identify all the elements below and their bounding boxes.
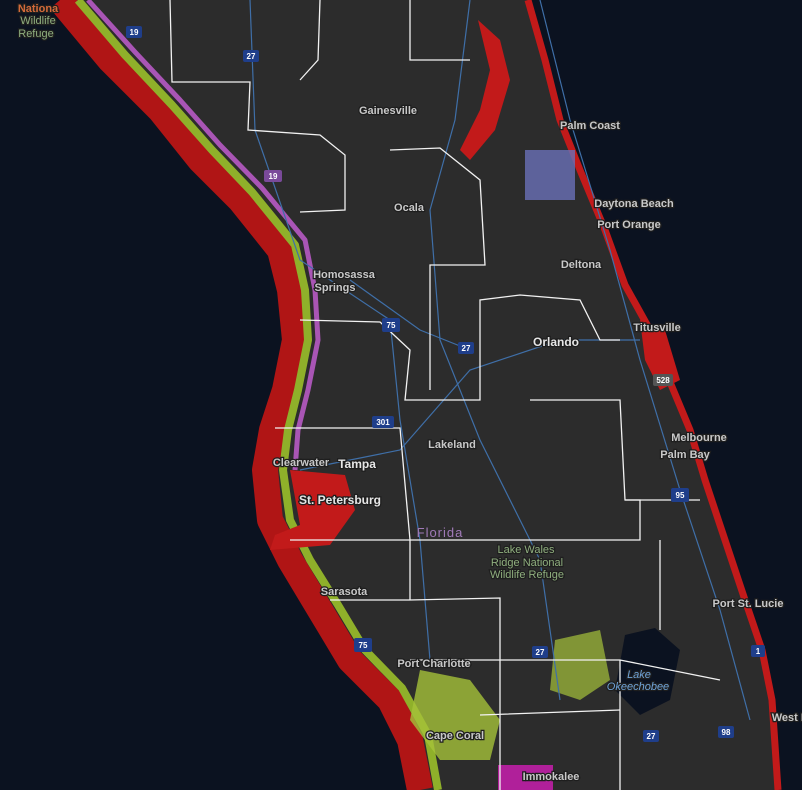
place-label: Daytona Beach <box>594 198 674 210</box>
shield: 27 <box>532 646 548 658</box>
state-label: Florida <box>417 525 464 540</box>
shield: 98 <box>718 726 734 738</box>
place-label: Titusville <box>633 322 680 334</box>
shield: 301 <box>372 416 394 428</box>
county-line <box>275 399 641 541</box>
road <box>299 339 640 471</box>
place-label: Port Orange <box>597 219 661 231</box>
place-label: Tampa <box>338 457 376 471</box>
highway-label: 95 <box>676 491 685 500</box>
county-lines <box>169 0 721 790</box>
flood-band-green <box>74 0 442 790</box>
water-label: Okeechobee <box>607 681 669 693</box>
water-label: Lake <box>627 669 651 681</box>
place-label: Homosassa <box>313 269 376 281</box>
shield: 95 <box>671 488 689 502</box>
shield: 75 <box>382 318 400 332</box>
highway-label: 19 <box>269 172 278 181</box>
highway-label: 19 <box>130 28 139 37</box>
highway-label: 528 <box>656 376 670 385</box>
road <box>429 0 561 701</box>
highway-label: 98 <box>722 728 731 737</box>
place-label: Immokalee <box>523 771 580 783</box>
road <box>539 0 751 721</box>
highway-label: 301 <box>376 418 390 427</box>
place-label: Wildlife <box>20 15 55 27</box>
place-label: Port Charlotte <box>397 658 470 670</box>
highway-shields: 19 27 19 75 27 301 95 75 27 27 98 528 1 <box>126 26 765 742</box>
flood-band-red <box>50 0 433 790</box>
titusville-flood <box>640 320 680 390</box>
place-label: Cape Coral <box>426 730 484 742</box>
shield: 528 <box>653 374 673 386</box>
county-line <box>169 0 346 213</box>
shield: 1 <box>751 645 765 657</box>
place-label: Orlando <box>533 335 579 349</box>
place-label: Wildlife Refuge <box>490 569 564 581</box>
place-label: West P <box>772 712 802 724</box>
place-label: Sarasota <box>321 586 368 598</box>
highway-label: 27 <box>647 732 656 741</box>
immokalee-zone <box>498 765 553 790</box>
place-labels: Nationa Wildlife Refuge Gainesville Palm… <box>17 2 802 785</box>
lake-okeechobee <box>615 628 680 715</box>
place-label: Deltona <box>561 259 602 271</box>
tampa-bay <box>270 470 355 550</box>
place-label: Palm Bay <box>660 449 710 461</box>
highway-label: 1 <box>756 647 761 656</box>
palm-coast-zone <box>525 150 575 200</box>
shield: 27 <box>458 342 474 354</box>
place-label: Gainesville <box>359 105 417 117</box>
place-label: Refuge <box>18 28 53 40</box>
okeechobee-flood <box>550 630 610 700</box>
shield: 27 <box>243 50 259 62</box>
county-line <box>299 294 620 401</box>
place-label: Springs <box>315 282 356 294</box>
place-label: Ocala <box>394 202 425 214</box>
county-line <box>389 0 486 390</box>
county-line <box>290 539 721 790</box>
highway-label: 75 <box>359 641 368 650</box>
place-label: Clearwater <box>273 457 330 469</box>
place-label: Melbourne <box>671 432 727 444</box>
county-line <box>410 499 700 716</box>
highway-label: 27 <box>536 648 545 657</box>
st-johns-flood <box>460 20 510 160</box>
place-label: Lake Wales <box>497 544 555 556</box>
place-label: Ridge National <box>491 557 563 569</box>
place-label: Nationa <box>18 3 59 15</box>
charlotte-flood <box>410 670 500 760</box>
highway-label: 27 <box>462 344 471 353</box>
place-label: Palm Coast <box>560 120 620 132</box>
shield: 19 <box>126 26 142 38</box>
place-label: St. Petersburg <box>299 493 381 507</box>
shield: 75 <box>354 638 372 652</box>
shield: 27 <box>643 730 659 742</box>
place-label: Lakeland <box>428 439 476 451</box>
highway-label: 27 <box>247 52 256 61</box>
road <box>349 279 471 351</box>
flood-band-purple <box>86 0 321 471</box>
highway-label: 75 <box>387 321 396 330</box>
shield: 19 <box>264 170 282 182</box>
place-label: Port St. Lucie <box>713 598 784 610</box>
